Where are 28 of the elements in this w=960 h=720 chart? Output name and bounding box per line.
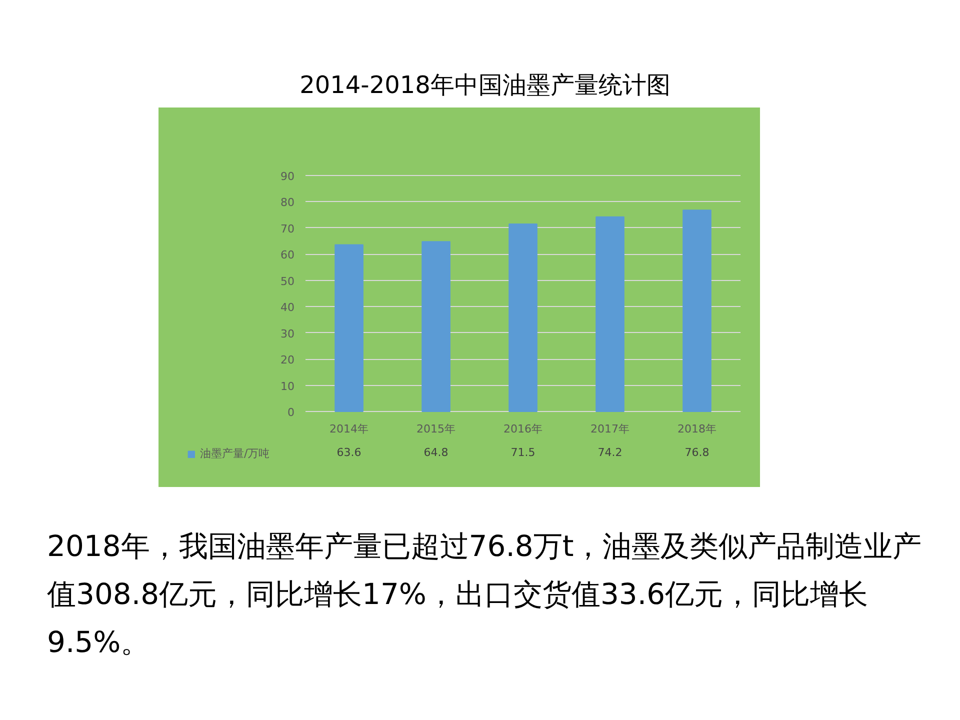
legend-label: 油墨产量/万吨 [200, 446, 270, 462]
x-tick-label: 2018年 [678, 422, 717, 436]
y-tick-label: 80 [280, 196, 295, 210]
y-tick-label: 40 [280, 301, 295, 314]
bar [596, 216, 624, 412]
x-tick-label: 2015年 [416, 422, 456, 436]
data-label: 74.2 [598, 446, 622, 460]
bar [508, 224, 538, 412]
y-tick-label: 60 [280, 248, 295, 262]
bar [334, 244, 364, 412]
y-tick-label: 0 [288, 406, 295, 420]
data-label: 64.8 [424, 446, 448, 460]
text: 2018年，我国油墨年产量已超过76.8万t，油墨及类似产品制造业产值308.8亿元，同比增长17%，出口交货值33.6亿元，同比增长9.5%。 [47, 528, 923, 662]
chart-title: 2014-2018年中国油墨产量统计图 [300, 70, 670, 101]
x-tick-label: 2016年 [504, 422, 543, 436]
y-tick-label: 70 [280, 222, 295, 236]
y-tick-label: 10 [280, 380, 295, 394]
data-label: 63.6 [336, 446, 362, 460]
data-label: 76.8 [684, 446, 710, 460]
x-tick-label: 2017年 [590, 422, 630, 436]
y-tick-label: 20 [280, 354, 295, 367]
data-label: 71.5 [510, 446, 536, 460]
x-tick-label: 2014年 [330, 422, 369, 436]
y-tick-label: 50 [280, 275, 295, 288]
bar [422, 241, 450, 412]
y-tick-label: 90 [280, 170, 295, 184]
y-tick-label: 30 [280, 328, 295, 341]
bar [682, 210, 712, 412]
